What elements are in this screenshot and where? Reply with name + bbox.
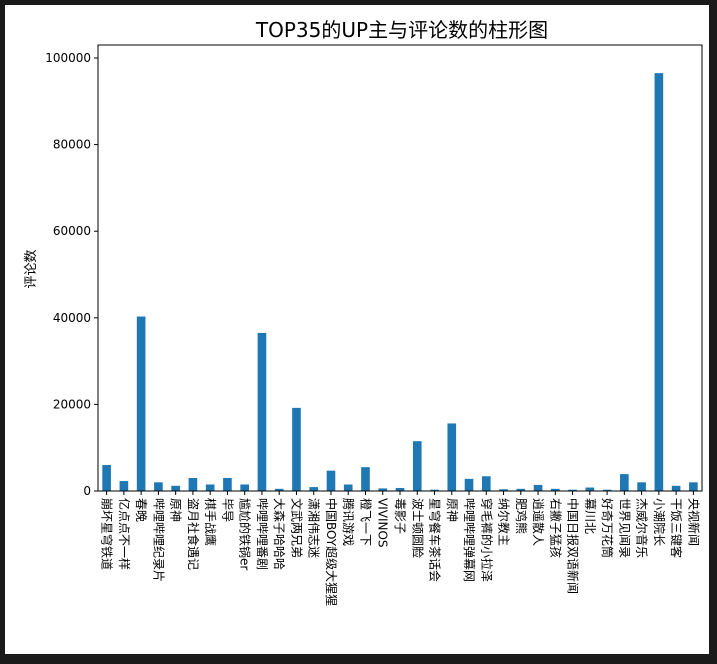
x-tick-label: 亿点点不一样 xyxy=(117,498,132,570)
x-tick-label: 央视新闻 xyxy=(686,498,701,546)
bar xyxy=(136,316,146,491)
x-tick-label: 哔哩哔哩纪录片 xyxy=(151,498,165,582)
bar xyxy=(274,488,284,491)
x-tick-label: 毕导 xyxy=(220,498,234,522)
bar-chart: TOP35的UP主与评论数的柱形图 评论数 0 20000 40000 60000 80… xyxy=(24,18,703,606)
x-tick-label: 肥鸡熊 xyxy=(514,498,529,534)
bar xyxy=(154,482,163,491)
x-tick-label: 棋手战鹰 xyxy=(203,498,218,546)
bar xyxy=(257,332,267,491)
bar xyxy=(412,441,422,491)
y-ticks-group: 0 20000 40000 60000 80000 100000 xyxy=(45,51,98,498)
chart-title: TOP35的UP主与评论数的柱形图 xyxy=(255,18,548,42)
y-tick-label: 60000 xyxy=(53,224,91,238)
x-tick-label: 中国BOY超级大猩猩 xyxy=(324,498,339,606)
x-tick-label: 小潮院长 xyxy=(652,498,667,546)
x-tick-label: 右撇子猛孩 xyxy=(548,498,563,558)
x-tick-label: 哔哩哔哩番剧 xyxy=(255,498,269,570)
bar xyxy=(671,485,681,491)
x-tick-label: 好奇万花筒 xyxy=(600,498,615,558)
x-tick-label: 春晚 xyxy=(134,498,148,522)
x-tick-label: 逍遥散人 xyxy=(531,498,546,546)
y-tick-label: 40000 xyxy=(53,311,91,325)
bar xyxy=(223,478,232,491)
bar xyxy=(326,470,336,491)
bar xyxy=(188,478,198,491)
chart-figure: TOP35的UP主与评论数的柱形图 评论数 0 20000 40000 60000 80… xyxy=(5,5,709,654)
x-tick-label: 尴尬的铁锅er xyxy=(238,498,253,570)
bar xyxy=(378,488,388,491)
x-ticks-group: 崩坏星穹铁道 亿点点不一样 春晚 哔哩哔哩纪录片 原神 盗月社食遇记 棋手战鹰 毕导 尴尬的铁锅… xyxy=(100,491,701,606)
y-tick-label: 0 xyxy=(83,484,91,498)
bar xyxy=(205,484,215,491)
y-tick-label: 100000 xyxy=(45,51,91,65)
x-tick-label: 干饭三键客 xyxy=(669,498,684,558)
plot-frame xyxy=(97,44,703,492)
x-tick-label: 原神 xyxy=(169,498,183,522)
y-axis-label: 评论数 xyxy=(24,249,39,288)
bar xyxy=(533,484,543,491)
y-tick-label: 20000 xyxy=(53,397,91,411)
x-tick-label: 幕川北 xyxy=(583,498,597,534)
bar xyxy=(654,73,664,492)
bar xyxy=(481,476,491,491)
bar xyxy=(430,489,439,491)
bar xyxy=(551,488,560,491)
bar xyxy=(292,407,301,491)
bars-group xyxy=(102,73,698,492)
x-tick-label: 波士顿圆脸 xyxy=(410,498,424,558)
bar xyxy=(343,484,353,491)
bar xyxy=(119,481,129,491)
x-tick-label: 文武两兄弟 xyxy=(289,498,304,558)
bar xyxy=(620,474,629,491)
x-tick-label: 杰威尔音乐 xyxy=(635,498,650,558)
x-tick-label: 大森子哈哈哈 xyxy=(272,498,287,570)
bar xyxy=(602,489,612,491)
y-tick-label: 80000 xyxy=(53,138,91,152)
x-tick-label: 毒影子 xyxy=(393,498,407,534)
bar xyxy=(361,467,370,491)
x-tick-label: 崩坏星穹铁道 xyxy=(100,498,115,570)
bar xyxy=(240,484,249,491)
bar xyxy=(395,487,405,491)
bar xyxy=(585,487,595,491)
x-tick-label: 原神 xyxy=(445,498,459,522)
bar xyxy=(689,482,698,491)
x-tick-label: 穿毛裤的小拉泽 xyxy=(479,498,494,582)
x-tick-label: 星穹餐车茶话会 xyxy=(428,498,443,582)
x-tick-label: 纳尔教主 xyxy=(497,498,512,546)
bar xyxy=(447,423,457,491)
x-tick-label: 潇湘伟志迷 xyxy=(307,498,322,558)
bar xyxy=(516,488,526,491)
x-tick-label: 盗月社食遇记 xyxy=(186,498,201,570)
x-tick-label: 世界见闻录 xyxy=(617,498,631,558)
x-tick-label: 中国日报双语新闻 xyxy=(566,498,581,594)
bar xyxy=(309,487,319,491)
x-tick-label: VIVINOS xyxy=(376,498,390,548)
bar xyxy=(568,489,577,491)
x-tick-label: 橙飞一下 xyxy=(358,498,373,546)
x-tick-label: 哔哩哔哩弹幕网 xyxy=(462,498,476,582)
bar xyxy=(171,485,180,491)
bar xyxy=(102,465,111,491)
bar xyxy=(637,482,646,491)
bar xyxy=(464,478,474,491)
bar xyxy=(499,489,508,491)
x-tick-label: 腾讯游戏 xyxy=(341,498,356,546)
